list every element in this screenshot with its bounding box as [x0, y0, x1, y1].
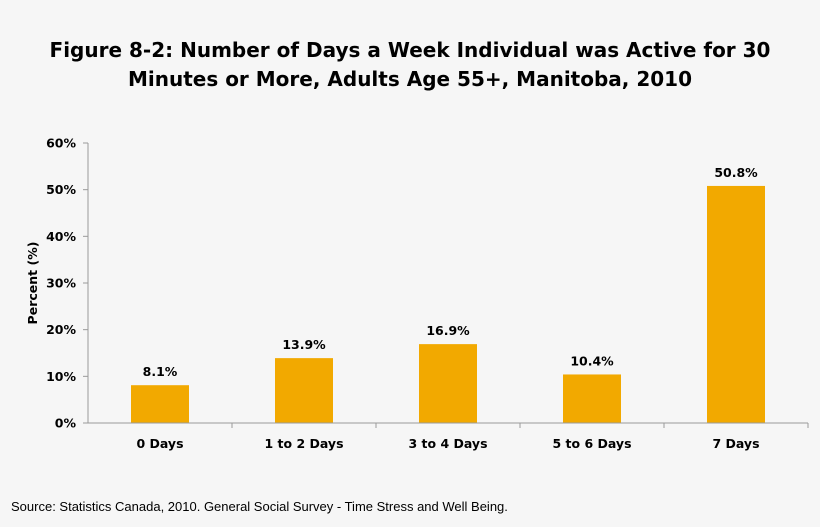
chart-title: Figure 8-2: Number of Days a Week Indivi…	[0, 36, 820, 94]
chart-title-line-1: Figure 8-2: Number of Days a Week Indivi…	[49, 38, 771, 62]
y-axis-title: Percent (%)	[25, 242, 40, 325]
y-tick-label: 20%	[46, 322, 76, 337]
bar	[707, 185, 765, 423]
x-tick-label: 1 to 2 Days	[264, 436, 343, 451]
data-label: 8.1%	[143, 364, 178, 379]
y-tick-label: 50%	[46, 182, 76, 197]
bar	[275, 358, 333, 423]
source-note: Source: Statistics Canada, 2010. General…	[11, 499, 508, 514]
y-tick-label: 40%	[46, 229, 76, 244]
x-tick-label: 0 Days	[136, 436, 183, 451]
bar	[419, 344, 477, 423]
bar	[131, 385, 189, 423]
y-axis-ticks: 0% 10% 20% 30% 40% 50% 60%	[46, 136, 809, 431]
x-tick-label: 3 to 4 Days	[408, 436, 487, 451]
x-tick-label: 7 Days	[712, 436, 759, 451]
bar	[563, 374, 621, 423]
y-tick-label: 60%	[46, 136, 76, 151]
y-tick-label: 0%	[55, 416, 77, 431]
y-tick-label: 10%	[46, 369, 76, 384]
data-label: 13.9%	[282, 337, 326, 352]
x-axis-tick-labels: 0 Days 1 to 2 Days 3 to 4 Days 5 to 6 Days 7…	[136, 436, 759, 451]
chart-title-line-2: Minutes or More, Adults Age 55+, Manitob…	[127, 67, 693, 91]
data-labels: 8.1% 13.9% 16.9% 10.4% 50.8%	[143, 165, 758, 379]
data-label: 50.8%	[714, 165, 758, 180]
data-label: 16.9%	[426, 323, 470, 338]
y-tick-label: 30%	[46, 276, 76, 291]
bars	[131, 185, 765, 423]
data-label: 10.4%	[570, 353, 614, 368]
x-tick-label: 5 to 6 Days	[552, 436, 631, 451]
